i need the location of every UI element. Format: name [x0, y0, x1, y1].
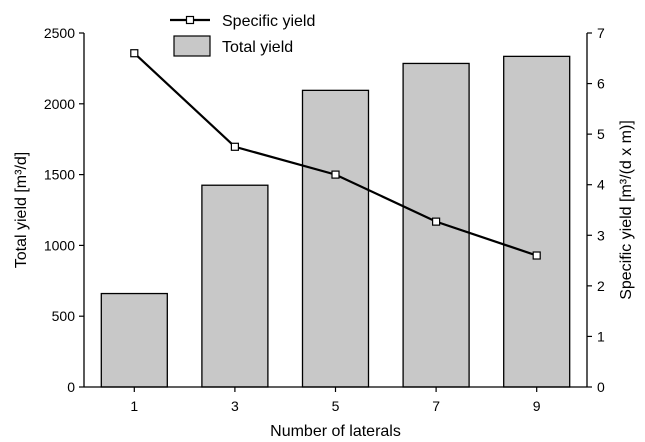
axes-group: 0 500 1000 1500 2000 2500 0 1 2 3 4 5 6 7 1 3 5 7 9	[44, 25, 605, 414]
x-axis-label: Number of laterals	[270, 423, 401, 440]
y-right-tick-label: 3	[597, 227, 605, 243]
y-axis-left-label: Total yield [m³/d]	[13, 152, 30, 268]
x-tick-label: 3	[231, 398, 239, 414]
bar-total-yield-9	[503, 55, 571, 388]
x-tick-label: 7	[432, 398, 440, 414]
y-right-tick-label: 2	[597, 278, 605, 294]
bar-total-yield-5	[301, 89, 370, 388]
specific-yield-point-3	[230, 142, 239, 151]
y-right-tick-label: 6	[597, 76, 605, 92]
bars-group	[100, 55, 571, 388]
y-left-tick-label: 0	[67, 379, 75, 395]
legend-marker-swatch	[185, 15, 195, 25]
y-left-tick-label: 2000	[44, 96, 75, 112]
line-series-group	[130, 49, 541, 260]
y-right-tick-label: 5	[597, 126, 605, 142]
y-left-tick-label: 1500	[44, 167, 75, 183]
bar-total-yield-1	[100, 292, 168, 388]
specific-yield-point-9	[532, 251, 541, 260]
y-left-tick-label: 1000	[44, 237, 75, 253]
specific-yield-point-5	[331, 170, 340, 179]
x-tick-label: 9	[533, 398, 541, 414]
x-tick-label: 1	[130, 398, 138, 414]
legend-label-specific-yield: Specific yield	[222, 13, 315, 30]
y-right-tick-label: 7	[597, 25, 605, 41]
y-left-tick-label: 500	[52, 308, 76, 324]
bar-total-yield-3	[201, 184, 269, 388]
legend-bar-swatch	[173, 35, 211, 57]
specific-yield-point-7	[432, 217, 441, 226]
y-right-tick-label: 1	[597, 328, 605, 344]
specific-yield-point-1	[130, 49, 139, 58]
legend-label-total-yield: Total yield	[222, 39, 293, 56]
y-right-tick-label: 0	[597, 379, 605, 395]
y-right-tick-label: 4	[597, 177, 605, 193]
y-axis-right-label: Specific yield [m³/(d x m)]	[618, 120, 635, 300]
x-tick-label: 5	[332, 398, 340, 414]
y-left-tick-label: 2500	[44, 25, 75, 41]
legend: Specific yield Total yield	[170, 13, 315, 57]
